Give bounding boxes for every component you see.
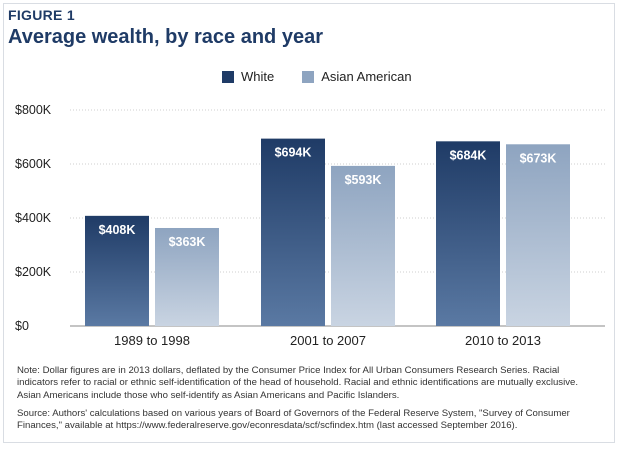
chart-note: Note: Dollar figures are in 2013 dollars… — [17, 365, 579, 401]
bar-asian-american — [506, 144, 570, 326]
y-tick-label: $800K — [15, 103, 52, 117]
y-tick-label: $600K — [15, 157, 52, 171]
bar-asian-american — [331, 165, 395, 326]
data-label: $593K — [345, 173, 382, 187]
y-tick-label: $400K — [15, 211, 52, 225]
y-tick-label: $200K — [15, 265, 52, 279]
data-label: $694K — [275, 146, 312, 160]
bar-asian-american — [155, 227, 219, 326]
x-tick-label: 2010 to 2013 — [465, 333, 541, 348]
figure-frame — [3, 3, 615, 443]
bar-white — [436, 141, 500, 326]
legend-swatch-asian-american — [302, 70, 315, 83]
label-layer: $0 $200K $400K $600K $800K $408K $363K 1989 to … — [15, 103, 556, 348]
legend-item-asian-american: Asian American — [302, 69, 412, 84]
legend-swatch-white — [222, 70, 234, 83]
legend-label-white: White — [241, 69, 275, 84]
bar-chart: $0 $200K $400K $600K $800K $408K $363K 1989 to … — [15, 103, 605, 348]
bar-white — [85, 215, 149, 326]
legend-label-asian-american: Asian American — [321, 69, 412, 84]
y-tick-label: $0 — [15, 319, 29, 333]
data-label: $363K — [169, 235, 206, 249]
x-tick-label: 2001 to 2007 — [290, 333, 366, 348]
chart-legend: White Asian American — [222, 69, 440, 84]
data-label: $408K — [99, 223, 136, 237]
figure-label: FIGURE 1 — [8, 7, 75, 23]
data-label: $684K — [450, 148, 487, 162]
x-tick-label: 1989 to 1998 — [114, 333, 190, 348]
legend-item-white: White — [222, 69, 274, 84]
bar-layer — [85, 138, 570, 326]
bar-white — [261, 138, 325, 326]
data-label: $673K — [520, 151, 557, 165]
chart-source: Source: Authors' calculations based on v… — [17, 408, 570, 432]
chart-title: Average wealth, by race and year — [8, 26, 323, 48]
